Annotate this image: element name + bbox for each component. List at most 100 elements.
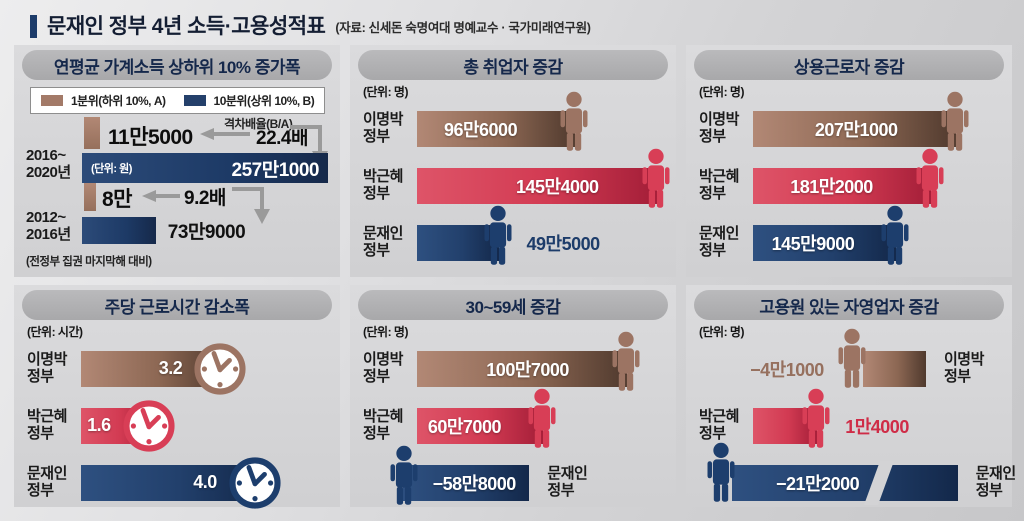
q10-value: 257만1000 bbox=[231, 159, 320, 181]
q1-bar bbox=[84, 117, 100, 149]
gov-label: 박근혜 정부 bbox=[27, 407, 67, 442]
bar-row-moon: 문재인 정부 4.0 bbox=[14, 454, 340, 511]
clock-icon bbox=[229, 457, 281, 509]
bar-track: 1만4000 bbox=[753, 408, 1000, 444]
legend-swatch-q1 bbox=[41, 95, 63, 106]
bar-track: −58만8000 문재인 정부 bbox=[363, 465, 664, 501]
gap-ratio-value: 22.4배 bbox=[256, 128, 308, 149]
left-arrow-icon bbox=[142, 190, 180, 202]
person-icon bbox=[524, 388, 560, 448]
period-label: 2016~ 2020년 bbox=[26, 147, 71, 182]
bar-row-lee: 이명박 정부 3.2 bbox=[14, 340, 340, 397]
unit-label: (단위: 시간) bbox=[27, 325, 83, 339]
page-title: 문재인 정부 4년 소득·고용성적표 bbox=[47, 14, 326, 38]
left-arrow-icon bbox=[200, 128, 250, 140]
person-icon bbox=[877, 205, 913, 265]
person-icon bbox=[386, 445, 422, 505]
unit-label: (단위: 명) bbox=[363, 325, 408, 339]
bar bbox=[862, 350, 926, 387]
bar-value: −21만2000 bbox=[776, 473, 860, 494]
gov-label: 박근혜 정부 bbox=[699, 167, 739, 202]
bar: 145만9000 bbox=[753, 225, 896, 261]
panel-title: 고용원 있는 자영업자 증감 bbox=[694, 290, 1004, 320]
bar-row-park: 박근혜 정부 60만7000 bbox=[350, 397, 676, 454]
gov-label: 이명박 정부 bbox=[27, 350, 67, 385]
gov-label: 이명박 정부 bbox=[944, 350, 984, 385]
footnote: (전정부 집권 마지막해 대비) bbox=[26, 256, 152, 268]
bar: 1.6 bbox=[81, 408, 153, 444]
q1-bar bbox=[84, 183, 96, 211]
q10-bar bbox=[82, 217, 156, 244]
bar-track: 1.6 bbox=[81, 408, 328, 444]
infographic-page: 문재인 정부 4년 소득·고용성적표 (자료: 신세돈 숙명여대 명예교수 · … bbox=[14, 14, 1016, 507]
person-icon bbox=[703, 442, 739, 502]
bar-row-park: 박근혜 정부 145만4000 bbox=[350, 157, 676, 214]
bar-value: 60만7000 bbox=[427, 416, 502, 437]
bar: 4.0 bbox=[81, 465, 259, 501]
clock-icon bbox=[123, 400, 175, 452]
bar-row-moon: −21만2000 문재인 정부 bbox=[686, 454, 1016, 511]
axis-break bbox=[863, 460, 894, 505]
person-icon bbox=[798, 388, 834, 448]
clock-icon bbox=[194, 343, 246, 395]
q10-track: 73만9000 bbox=[82, 217, 328, 244]
q10-value: 73만9000 bbox=[167, 222, 246, 243]
person-icon bbox=[638, 148, 674, 208]
panel-income-gap: 연평균 가계소득 상하위 10% 증가폭 1분위(하위 10%, A) 10분위… bbox=[14, 45, 340, 277]
bar-value: 145만4000 bbox=[515, 176, 599, 197]
person-icon bbox=[608, 331, 644, 391]
bar-value: 1.6 bbox=[87, 415, 111, 435]
bar-value: −58만8000 bbox=[432, 473, 517, 494]
gov-label: 박근혜 정부 bbox=[363, 407, 403, 442]
bar-value: 145만9000 bbox=[771, 233, 855, 254]
bar-track: 181만2000 bbox=[753, 168, 1000, 204]
bar-value: 4.0 bbox=[193, 472, 217, 492]
legend-label-q10: 10분위(상위 10%, B) bbox=[213, 94, 315, 108]
bar-row-moon: 문재인 정부 145만9000 bbox=[686, 214, 1012, 271]
gov-label: 문재인 정부 bbox=[975, 464, 1016, 499]
bar-track: 4.0 bbox=[81, 465, 328, 501]
bar-row-moon: 문재인 정부 49만5000 bbox=[350, 214, 676, 271]
q1-value: 8만 bbox=[102, 188, 133, 211]
panel-title: 상용근로자 증감 bbox=[694, 50, 1004, 80]
bar-row-lee: 이명박 정부 207만1000 bbox=[686, 100, 1012, 157]
source-credit: (자료: 신세돈 숙명여대 명예교수 · 국가미래연구원) bbox=[335, 21, 591, 35]
bar-track: 207만1000 bbox=[753, 111, 1000, 147]
panel-working-hours: 주당 근로시간 감소폭 (단위: 시간) 이명박 정부 3.2 박근혜 정부 1… bbox=[14, 285, 340, 507]
bar-value: 207만1000 bbox=[814, 119, 898, 140]
person-icon bbox=[480, 205, 516, 265]
bar-row-park: 박근혜 정부 181만2000 bbox=[686, 157, 1012, 214]
bar: 100만7000 bbox=[417, 351, 627, 387]
legend-label-q1: 1분위(하위 10%, A) bbox=[71, 94, 166, 108]
bar-track: 100만7000 bbox=[417, 351, 664, 387]
unit-label: (단위: 명) bbox=[699, 85, 744, 99]
unit-label: (단위: 명) bbox=[699, 325, 744, 339]
bar-track: 3.2 bbox=[81, 351, 328, 387]
bar: 181만2000 bbox=[753, 168, 931, 204]
income-gap-body: 1분위(하위 10%, A) 10분위(상위 10%, B) 격차배율(B/A)… bbox=[24, 83, 330, 277]
gov-label: 문재인 정부 bbox=[547, 464, 588, 499]
bar-row-lee: 이명박 정부 96만6000 bbox=[350, 100, 676, 157]
panel-self-employed: 고용원 있는 자영업자 증감 (단위: 명) −4만1000 이명박 정부 박근… bbox=[686, 285, 1016, 507]
bar-value: 181만2000 bbox=[790, 176, 873, 197]
person-icon bbox=[912, 148, 948, 208]
bar-row-moon: −58만8000 문재인 정부 bbox=[350, 454, 676, 511]
legend-swatch-q10 bbox=[183, 95, 206, 106]
person-icon bbox=[556, 91, 592, 151]
bar: 145만4000 bbox=[417, 168, 657, 204]
elbow-arrow-icon bbox=[232, 187, 270, 224]
person-icon bbox=[937, 91, 973, 151]
bar: −21만2000 bbox=[732, 460, 958, 505]
bar-track: 96만6000 bbox=[417, 111, 664, 147]
gov-label: 문재인 정부 bbox=[27, 464, 67, 499]
gov-label: 이명박 정부 bbox=[363, 110, 403, 145]
gov-label: 이명박 정부 bbox=[363, 350, 403, 385]
bar-value: 96만6000 bbox=[443, 119, 518, 140]
bar-track: 145만9000 bbox=[753, 225, 1000, 261]
unit-note: (단위: 원) bbox=[91, 163, 132, 175]
bar: 60만7000 bbox=[417, 408, 543, 444]
panel-title: 총 취업자 증감 bbox=[358, 50, 668, 80]
gov-label: 문재인 정부 bbox=[699, 224, 739, 259]
q1-value: 11만5000 bbox=[108, 126, 193, 149]
q10-bar: (단위: 원) 257만1000 bbox=[82, 153, 328, 183]
